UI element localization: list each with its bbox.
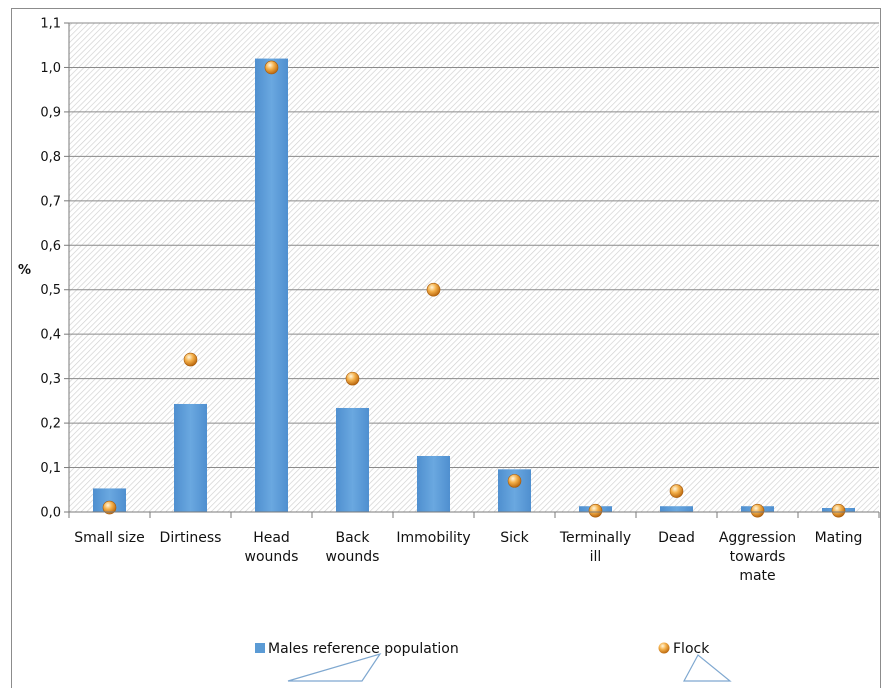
marker-point (345, 371, 360, 386)
y-tick-label: 0,9 (40, 105, 61, 120)
x-category-label: Dirtiness (160, 530, 222, 546)
x-axis-categories: Small size Dirtiness Head wounds Back wounds I… (68, 512, 880, 584)
callout-pointer-right (682, 654, 732, 682)
legend-swatch-males (255, 643, 265, 653)
x-category-label: Terminally (559, 530, 631, 546)
x-category-label: Small size (74, 530, 144, 546)
legend-swatch-flock (658, 642, 670, 654)
y-axis-label: % (18, 263, 31, 278)
x-category-label: Immobility (396, 530, 470, 546)
bar (174, 403, 207, 512)
bar (417, 455, 450, 512)
bar (255, 58, 288, 513)
marker-point (750, 503, 765, 518)
marker-point (507, 474, 522, 488)
marker-point (264, 60, 279, 75)
x-category-label: wounds (245, 549, 299, 565)
marker-point (183, 352, 198, 367)
chart-frame: 0,0 0,1 0,2 0,3 0,4 0,5 0,6 0,7 0,8 0,9 1,0 1,1 % S… (11, 8, 881, 688)
marker-point (669, 484, 684, 498)
bar (93, 488, 126, 512)
callout-pointer-left (287, 652, 382, 682)
y-tick-label: 0,2 (40, 417, 61, 432)
x-category-label: Sick (500, 530, 529, 546)
x-category-label: Aggression (719, 530, 796, 546)
legend: Males reference population Flock (255, 641, 710, 657)
bar (660, 506, 693, 512)
y-tick-label: 0,4 (40, 328, 61, 343)
y-axis-ticks: 0,0 0,1 0,2 0,3 0,4 0,5 0,6 0,7 0,8 0,9 1,0 1,1 (40, 17, 69, 521)
x-category-label: ill (590, 549, 602, 565)
x-category-label: Head (253, 530, 290, 546)
chart: 0,0 0,1 0,2 0,3 0,4 0,5 0,6 0,7 0,8 0,9 1,0 1,1 % S… (18, 17, 880, 682)
x-category-label: Back (336, 530, 371, 546)
gridlines (69, 22, 879, 469)
y-tick-label: 1,1 (40, 17, 61, 32)
x-category-label: Dead (658, 530, 695, 546)
x-category-label: wounds (326, 549, 380, 565)
y-tick-label: 0,5 (40, 283, 61, 298)
y-tick-label: 0,1 (40, 461, 61, 476)
marker-point (102, 500, 117, 515)
y-tick-label: 0,3 (40, 372, 61, 387)
marker-point (588, 503, 603, 518)
y-tick-label: 0,7 (40, 194, 61, 209)
y-tick-label: 0,8 (40, 150, 61, 165)
legend-label-males: Males reference population (268, 641, 459, 657)
marker-point (831, 503, 846, 518)
y-tick-label: 0,6 (40, 239, 61, 254)
y-tick-label: 1,0 (40, 61, 61, 76)
bar (336, 407, 369, 512)
marker-point (426, 282, 441, 297)
x-category-label: mate (739, 568, 775, 584)
x-category-label: towards (730, 549, 786, 565)
x-category-label: Mating (815, 530, 863, 546)
y-tick-label: 0,0 (40, 506, 61, 521)
marker-series-flock (102, 60, 846, 518)
legend-label-flock: Flock (673, 641, 710, 657)
